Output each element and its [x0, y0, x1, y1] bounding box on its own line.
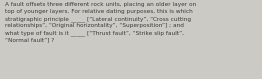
- Text: A fault offsets three different rock units, placing an older layer on
top of you: A fault offsets three different rock uni…: [5, 2, 196, 43]
